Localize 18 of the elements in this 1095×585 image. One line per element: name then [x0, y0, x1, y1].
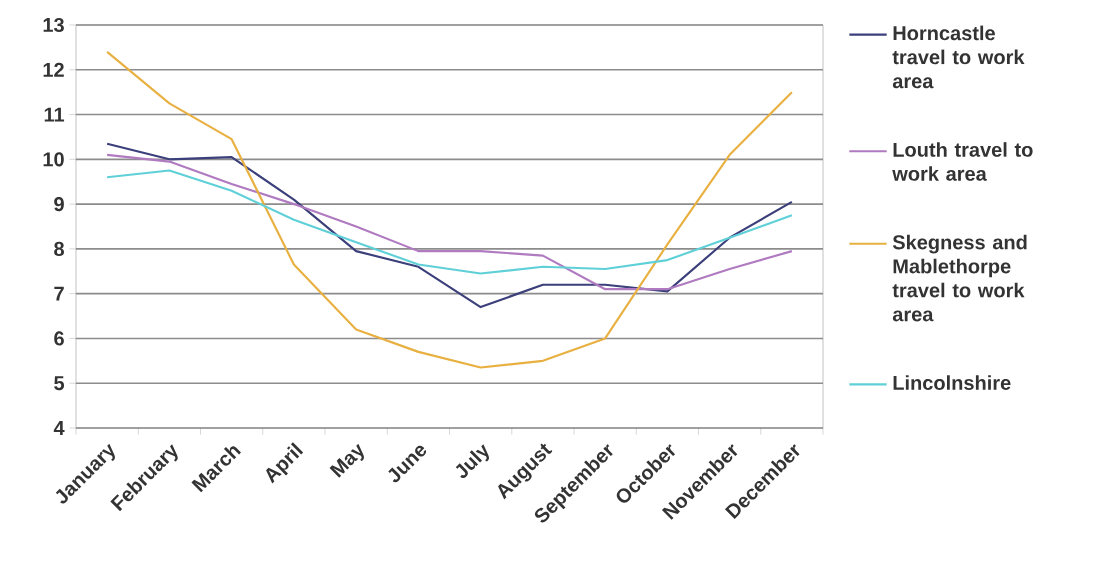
y-tick-label: 8: [54, 241, 64, 256]
y-tick-label: 5: [54, 376, 65, 391]
line-series: [106, 169, 793, 275]
legend-label: Skegness and Mablethorpe travel to work area: [892, 234, 1027, 322]
y-tick-label: 10: [43, 152, 64, 167]
line-series: [106, 50, 793, 369]
y-tick-label: 6: [54, 331, 64, 346]
y-tick-label: 11: [44, 107, 65, 122]
y-tick-label: 13: [43, 17, 64, 33]
y-tick-label: 12: [43, 62, 64, 77]
y-tick-label: 4: [53, 421, 65, 435]
line-series: [106, 142, 793, 309]
line-series: [106, 153, 793, 291]
y-tick-label: 7: [54, 286, 64, 301]
y-tick-label: 9: [54, 197, 64, 212]
legend-label: Horncastle travel to work area: [892, 25, 1025, 89]
legend-label: Lincolnshire: [893, 375, 1011, 390]
legend-label: Louth travel to work area: [892, 142, 1033, 181]
